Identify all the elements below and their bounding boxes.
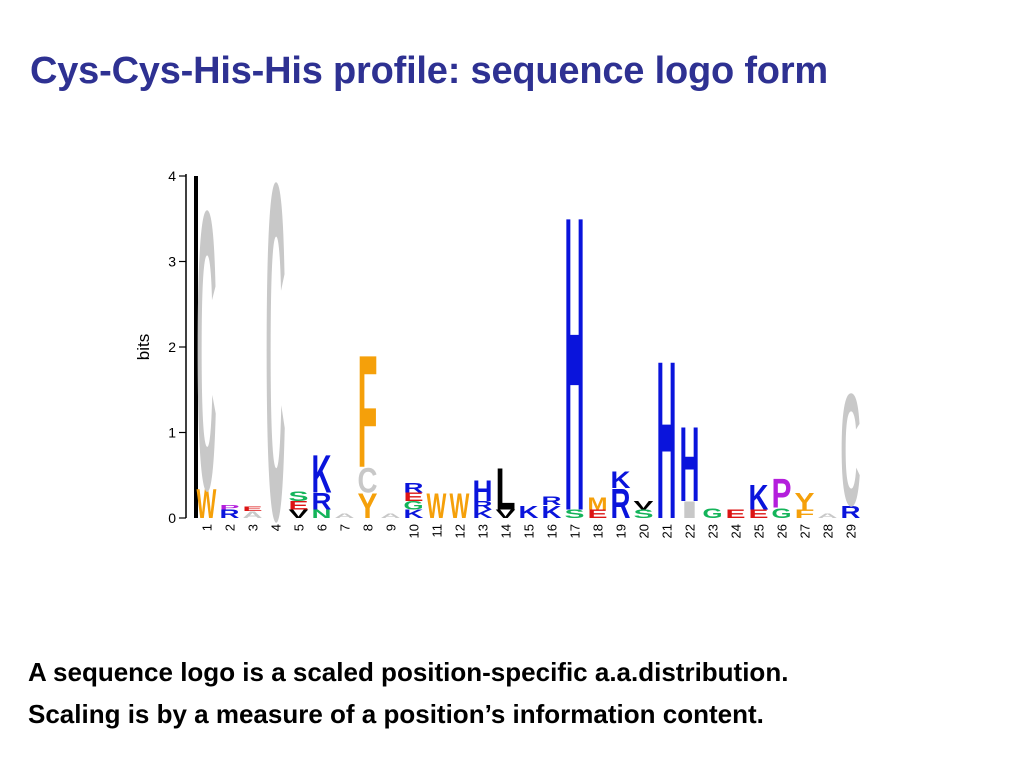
x-tick-label: 28 [821, 524, 836, 538]
logo-letter-Y: Y [795, 488, 815, 514]
logo-letter-S: S [289, 488, 309, 504]
x-tick-label: 1 [200, 524, 215, 531]
y-axis-label: bits [134, 334, 153, 360]
logo-letter-C: C [841, 362, 861, 540]
logo-letter-V: V [289, 507, 309, 521]
logo-letter-E: E [588, 507, 608, 521]
logo-column-bar [194, 176, 198, 518]
logo-letter-E: E [749, 507, 769, 521]
logo-letter-E: E [726, 507, 746, 521]
logo-letter-K: K [404, 507, 425, 520]
logo-letter-E: E [243, 506, 263, 513]
slide-title: Cys-Cys-His-His profile: sequence logo f… [30, 50, 828, 92]
x-tick-label: 26 [775, 524, 790, 538]
x-tick-label: 2 [223, 524, 238, 531]
x-tick-label: 29 [844, 524, 859, 538]
logo-letter-R: R [542, 495, 562, 508]
logo-letter-K: K [473, 507, 494, 520]
logo-letter-G: G [703, 506, 723, 522]
x-tick-label: 11 [430, 524, 445, 538]
x-tick-label: 19 [614, 524, 629, 538]
logo-letter-F: F [358, 321, 378, 501]
logo-letter-R: R [404, 479, 424, 495]
logo-letter-R: R [611, 482, 631, 528]
x-tick-label: 16 [545, 524, 560, 538]
logo-letter-K: K [312, 445, 332, 505]
x-tick-label: 6 [315, 524, 330, 531]
x-tick-label: 12 [453, 524, 468, 538]
logo-letter-L: L [496, 457, 516, 523]
logo-letter-C: C [358, 460, 378, 500]
y-tick-label: 1 [168, 425, 176, 441]
x-tick-label: 17 [568, 524, 583, 538]
x-tick-label: 8 [361, 524, 376, 531]
logo-letter-A: A [818, 513, 838, 520]
x-tick-label: 5 [292, 524, 307, 531]
x-tick-label: 18 [591, 524, 606, 538]
logo-letter-W: W [197, 480, 217, 527]
x-tick-label: 20 [637, 524, 652, 538]
logo-letter-E: E [404, 490, 424, 504]
logo-letter-K: K [749, 477, 769, 517]
caption-line-2: Scaling is by a measure of a position’s … [28, 699, 764, 729]
x-tick-label: 15 [522, 524, 537, 538]
logo-letter-C: C [266, 160, 286, 560]
logo-letter-Y: Y [358, 486, 378, 526]
caption-line-1: A sequence logo is a scaled position-spe… [28, 657, 789, 687]
y-tick-label: 3 [168, 254, 176, 270]
logo-letter-G: G [772, 506, 792, 522]
x-tick-label: 9 [384, 524, 399, 531]
logo-letter-N: N [312, 507, 332, 520]
logo-letter-G: G [404, 499, 424, 512]
logo-letter-H: H [680, 404, 700, 524]
logo-letter-F: F [795, 508, 815, 521]
logo-letter-A: A [381, 513, 401, 520]
x-tick-label: 4 [269, 524, 284, 531]
x-tick-label: 21 [660, 524, 675, 538]
logo-letter-H: H [565, 160, 585, 560]
x-tick-label: 27 [798, 524, 813, 538]
logo-letter-K: K [519, 502, 539, 522]
logo-letter-H: H [473, 475, 493, 508]
logo-letter-V: V [496, 507, 516, 521]
logo-letter-K: K [542, 502, 562, 522]
x-tick-label: 7 [338, 524, 353, 531]
logo-letter-S: S [634, 507, 654, 521]
logo-letter-P: P [772, 470, 792, 517]
x-tick-label: 25 [752, 524, 767, 538]
logo-position-labels: 1 2 3 4 5 6 7 8 9 10 11 12 13 14 15 16 17 18 19 20 21 22 23 24 2… [200, 524, 859, 538]
logo-letter-A: A [243, 510, 263, 521]
x-tick-label: 22 [683, 524, 698, 538]
logo-letter-C: C [197, 160, 217, 560]
logo-letter-M: M [588, 494, 608, 513]
logo-letter-R: R [473, 499, 493, 512]
logo-letter-S: S [565, 507, 585, 521]
logo-letter-R: R [220, 507, 240, 520]
y-tick-label: 4 [168, 168, 176, 184]
logo-axes: 0 1 2 3 4 bits [134, 168, 187, 526]
logo-letter-H: H [657, 314, 677, 560]
y-tick-label: 0 [168, 510, 176, 526]
logo-letter-A: A [335, 513, 355, 520]
logo-letter-W: W [427, 488, 447, 527]
logo-letter-V: V [634, 498, 654, 512]
x-tick-label: 3 [246, 524, 261, 531]
y-tick-label: 2 [168, 339, 176, 355]
x-tick-label: 23 [706, 524, 721, 538]
x-tick-label: 24 [729, 524, 744, 538]
logo-letter-I: I [680, 497, 700, 523]
x-tick-label: 10 [407, 524, 422, 538]
logo-letter-K: K [611, 468, 631, 494]
logo-letter-W: W [450, 488, 470, 527]
logo-letter-R: R [841, 502, 861, 522]
logo-letter-E: E [289, 499, 309, 513]
logo-letter-P: P [220, 504, 240, 511]
x-tick-label: 13 [476, 524, 491, 538]
x-tick-label: 14 [499, 524, 514, 538]
logo-letter-R: R [312, 489, 332, 515]
